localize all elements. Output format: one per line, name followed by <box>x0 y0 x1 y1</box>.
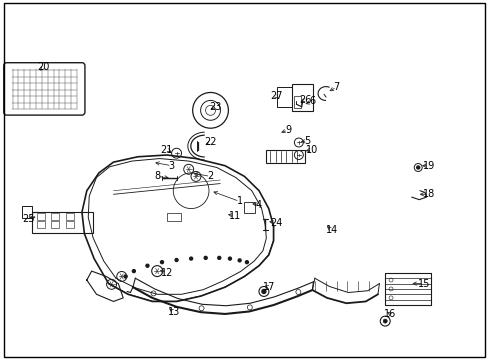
Circle shape <box>160 261 163 264</box>
Text: 15: 15 <box>417 279 429 289</box>
Text: 11: 11 <box>228 211 241 221</box>
Text: 27: 27 <box>269 91 282 101</box>
Text: 18: 18 <box>422 189 434 199</box>
Text: 26: 26 <box>298 95 311 105</box>
Bar <box>51 213 59 220</box>
Text: 17: 17 <box>262 282 274 292</box>
Bar <box>37 221 45 228</box>
Circle shape <box>238 259 241 262</box>
Circle shape <box>228 257 231 260</box>
Text: 23: 23 <box>209 102 221 112</box>
Circle shape <box>217 256 220 259</box>
Bar <box>266 150 305 163</box>
Text: 14: 14 <box>325 225 337 235</box>
Bar <box>51 221 59 228</box>
Text: 13: 13 <box>168 307 180 317</box>
Text: 5: 5 <box>304 136 310 146</box>
Text: 22: 22 <box>204 138 216 148</box>
Circle shape <box>175 258 178 261</box>
Circle shape <box>124 275 127 278</box>
Text: 3: 3 <box>168 161 174 171</box>
Text: 21: 21 <box>161 145 173 155</box>
Text: 20: 20 <box>37 63 49 72</box>
Text: 4: 4 <box>256 200 262 210</box>
Text: 2: 2 <box>207 171 213 181</box>
Circle shape <box>132 270 135 273</box>
Text: 6: 6 <box>309 96 315 107</box>
Circle shape <box>383 319 386 323</box>
Bar <box>277 87 292 107</box>
Text: 10: 10 <box>305 145 318 155</box>
Circle shape <box>145 264 149 267</box>
Bar <box>66 213 74 220</box>
Circle shape <box>262 289 265 293</box>
Bar <box>32 212 92 233</box>
Text: 16: 16 <box>383 309 395 319</box>
Bar <box>37 213 45 220</box>
Circle shape <box>245 261 248 264</box>
Text: 9: 9 <box>285 125 291 135</box>
Bar <box>66 221 74 228</box>
Text: 24: 24 <box>269 218 282 228</box>
Text: 7: 7 <box>333 82 339 92</box>
Text: 8: 8 <box>154 171 160 181</box>
Text: 12: 12 <box>161 268 173 278</box>
Circle shape <box>416 166 419 169</box>
Text: 25: 25 <box>22 214 35 224</box>
Bar <box>22 206 32 217</box>
Bar <box>291 84 313 111</box>
Bar <box>166 213 181 221</box>
Circle shape <box>189 257 192 260</box>
Circle shape <box>204 256 207 259</box>
Text: 19: 19 <box>422 161 434 171</box>
Bar <box>244 202 255 213</box>
Text: 1: 1 <box>236 197 242 206</box>
Bar <box>293 96 301 108</box>
